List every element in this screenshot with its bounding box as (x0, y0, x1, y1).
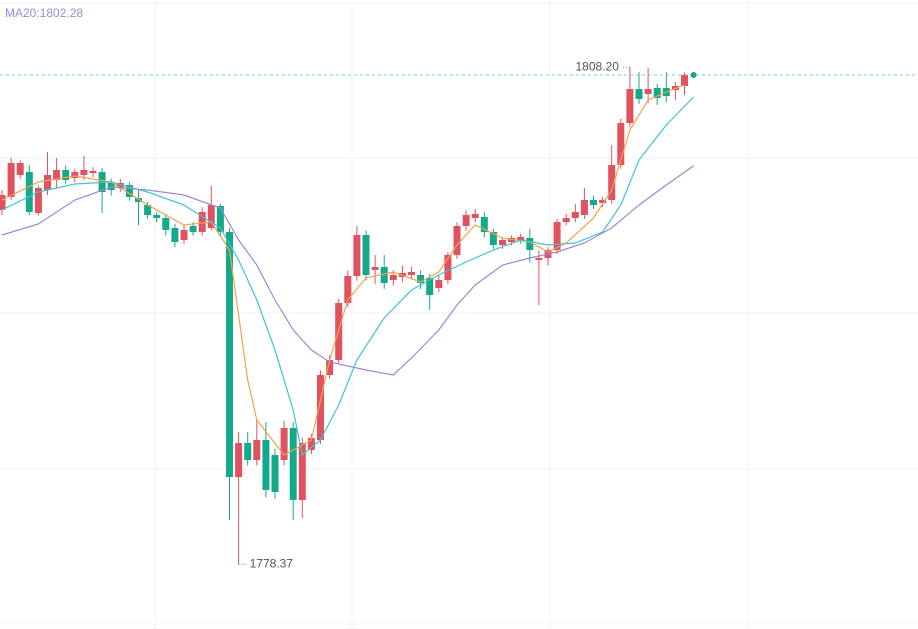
candle-body (16, 163, 24, 175)
candle-body (144, 205, 152, 215)
candle-body (453, 226, 461, 255)
candle-body (25, 172, 33, 212)
candle-body (44, 175, 52, 190)
candle-body (589, 200, 597, 205)
candle-body (517, 237, 525, 240)
candle-body (635, 89, 643, 99)
candle-body (571, 212, 579, 218)
candle-body (462, 215, 470, 226)
candle-body (389, 275, 397, 280)
candle-body (508, 238, 516, 242)
candle-body (116, 183, 124, 188)
candle-body (526, 238, 534, 250)
candle-body (253, 440, 261, 460)
candle-body (262, 440, 270, 490)
price-dot (690, 72, 697, 78)
candle-body (289, 428, 297, 500)
candle-body (435, 280, 443, 288)
candle-body (280, 428, 288, 460)
candle-body (162, 218, 170, 230)
candle-body (216, 206, 224, 232)
candle-body (125, 185, 133, 197)
candle-body (89, 171, 97, 173)
candle-body (353, 235, 361, 276)
candle-body (644, 89, 652, 94)
candle-body (135, 198, 143, 202)
candle-body (235, 443, 243, 477)
candle-body (207, 205, 215, 228)
candle-body (371, 267, 379, 270)
candle-body (489, 232, 497, 245)
candle-body (180, 230, 188, 240)
candle-body (316, 375, 324, 440)
candle-body (189, 226, 197, 232)
candle-body (298, 443, 306, 500)
candle-body (608, 165, 616, 200)
annotation-label: 1808.20 (576, 59, 620, 73)
ma-line (1, 96, 695, 457)
candle-body (80, 170, 88, 175)
candle-body (444, 255, 452, 280)
candle-body (617, 123, 625, 165)
candle-body (362, 235, 370, 275)
candle-body (535, 258, 543, 260)
candle-body (562, 218, 570, 222)
candle-body (307, 438, 315, 450)
candle-body (471, 214, 479, 218)
candle-body (171, 228, 179, 242)
candle-body (153, 215, 161, 218)
ma-line (1, 84, 685, 456)
candle-body (226, 232, 233, 477)
candle-body (7, 163, 15, 197)
candle-body (380, 267, 388, 283)
candle-body (580, 200, 588, 215)
candle-body (198, 212, 206, 232)
indicator-label: MA20:1802.28 (5, 6, 83, 20)
candle-body (480, 217, 488, 232)
candle-body (407, 272, 415, 275)
candle-body (680, 75, 688, 86)
candle-body (326, 360, 334, 375)
candle-body (53, 170, 61, 180)
candle-body (271, 455, 279, 492)
candle-body (626, 89, 634, 123)
candle-body (34, 188, 42, 213)
candle-body (344, 276, 352, 303)
candle-body (599, 200, 607, 203)
annotation-label: 1778.37 (250, 557, 294, 571)
candle-body (62, 170, 70, 180)
candle-body (244, 443, 252, 460)
candle-body (0, 195, 6, 210)
candle-body (653, 88, 661, 98)
ma-line (1, 165, 694, 376)
candle-body (553, 222, 561, 250)
candle-body (426, 278, 434, 295)
candle-body (71, 172, 79, 178)
candle-body (417, 275, 425, 283)
candle-body (498, 240, 506, 245)
